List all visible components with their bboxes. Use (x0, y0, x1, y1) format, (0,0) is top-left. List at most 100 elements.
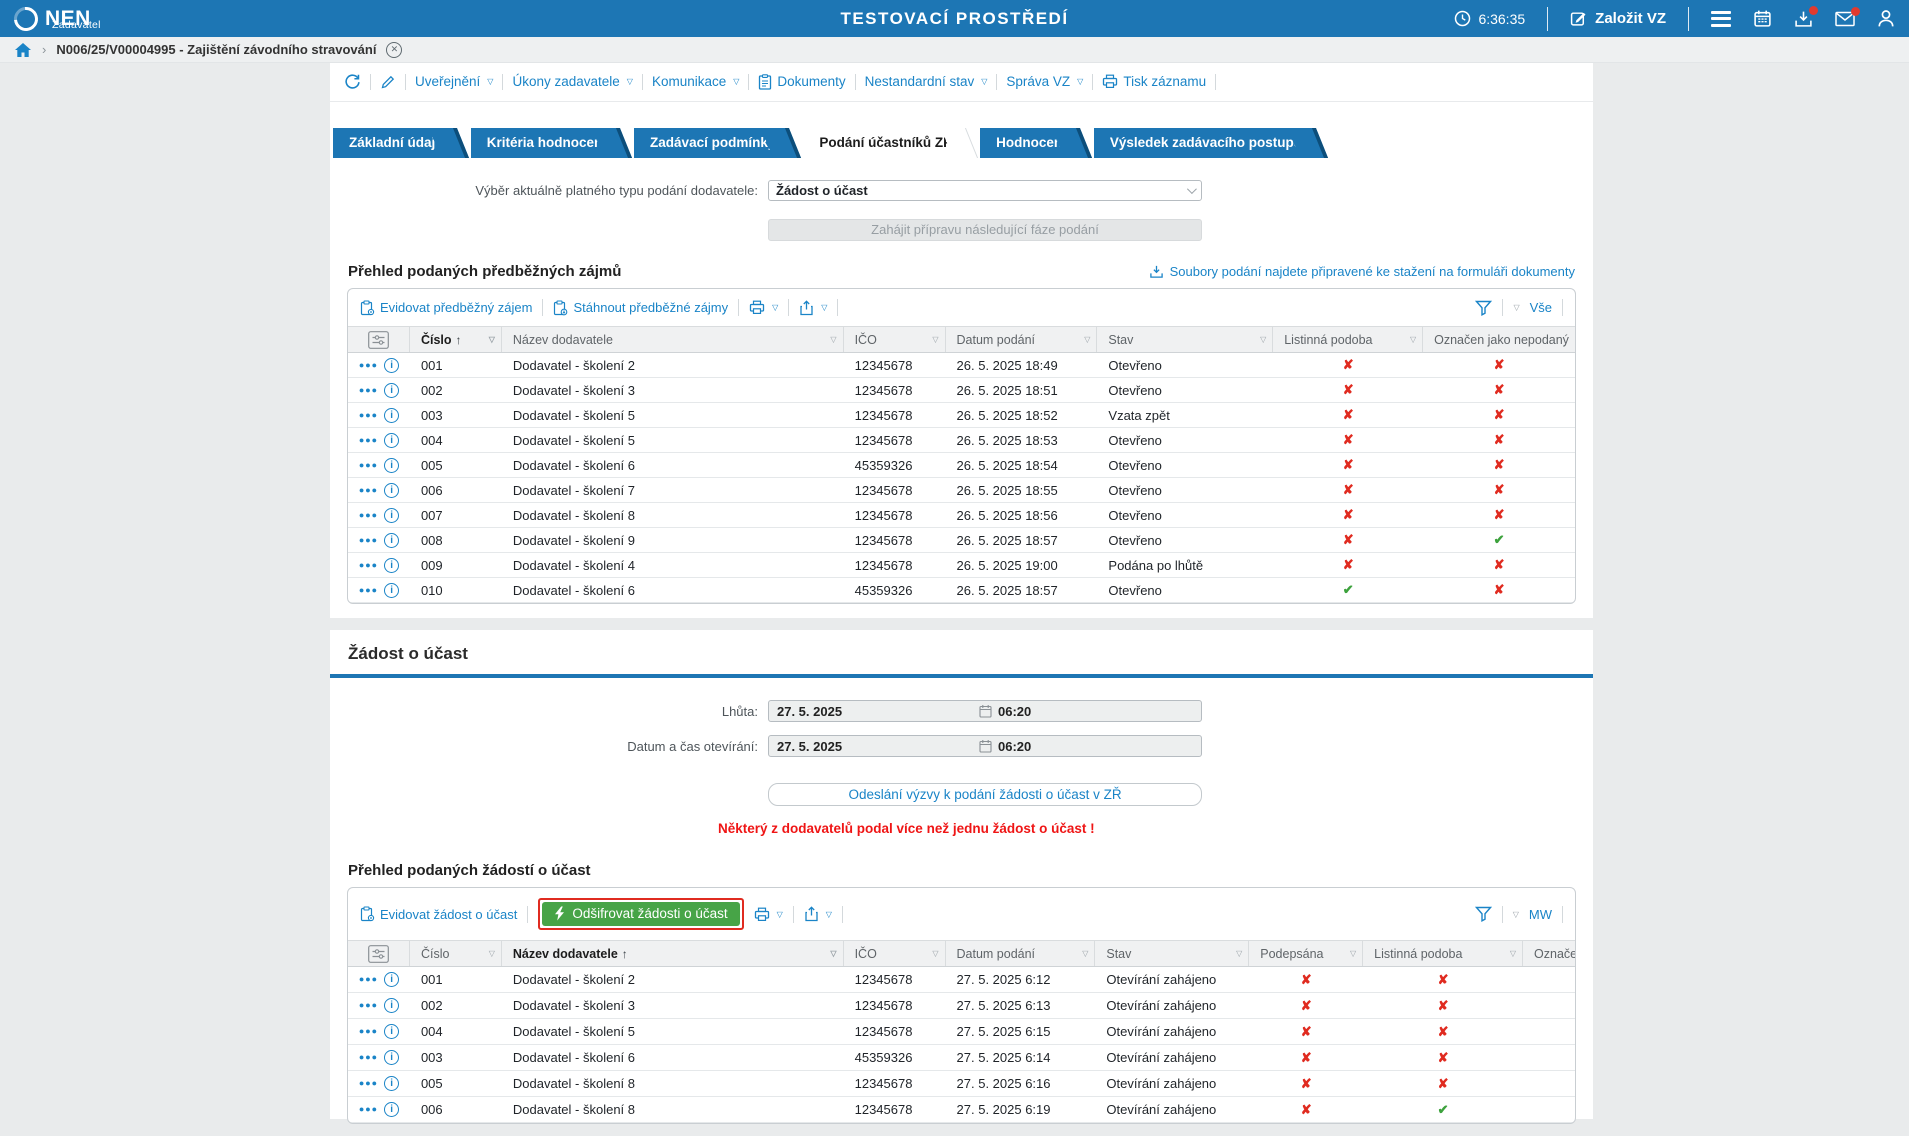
row-menu-icon[interactable]: ●●● (358, 1052, 379, 1062)
export-table-button[interactable]: ▽ (799, 299, 827, 316)
filter-caret-icon[interactable]: ▽ (932, 335, 939, 344)
decrypt-requests-button[interactable]: Odšifrovat žádosti o účast (542, 902, 740, 926)
menu-sprava-vz[interactable]: Správa VZ ▽ (1006, 74, 1084, 89)
messages-button[interactable] (1835, 6, 1860, 27)
evidovat-predbezny-zajem-button[interactable]: Evidovat předběžný zájem (360, 299, 532, 316)
table-row[interactable]: ●●● i 009 Dodavatel - školení 4 12345678… (348, 553, 1575, 578)
filter-caret-icon[interactable]: ▽ (830, 949, 837, 958)
calendar-small-icon[interactable] (979, 704, 992, 718)
table-row[interactable]: ●●● i 010 Dodavatel - školení 6 45359326… (348, 578, 1575, 603)
row-menu-icon[interactable]: ●●● (358, 1078, 379, 1088)
filter-caret-icon[interactable]: ▽ (488, 949, 495, 958)
view-caret-icon[interactable]: ▽ (1512, 909, 1519, 919)
table-row[interactable]: ●●● i 003 Dodavatel - školení 6 45359326… (348, 1045, 1575, 1071)
menu-uverejneni[interactable]: Uveřejnění ▽ (415, 74, 494, 89)
filter-caret-icon[interactable]: ▽ (1082, 949, 1089, 958)
column-settings-button[interactable] (348, 941, 410, 966)
column-header[interactable]: IČO ▽ (844, 941, 946, 966)
files-download-link[interactable]: Soubory podání najdete připravené ke sta… (1149, 264, 1575, 279)
info-icon[interactable]: i (384, 972, 400, 987)
column-header[interactable]: Datum podání ▽ (946, 327, 1098, 352)
info-icon[interactable]: i (384, 432, 400, 448)
table-row[interactable]: ●●● i 008 Dodavatel - školení 9 12345678… (348, 528, 1575, 553)
filter-caret-icon[interactable]: ▽ (1409, 335, 1417, 344)
filter-caret-icon[interactable]: ▽ (830, 335, 837, 344)
home-icon[interactable] (14, 42, 32, 58)
nen-logo[interactable]: NEN Zadavatel (9, 1, 344, 36)
row-menu-icon[interactable]: ●●● (358, 1104, 379, 1114)
table-row[interactable]: ●●● i 004 Dodavatel - školení 5 12345678… (348, 428, 1575, 453)
table-row[interactable]: ●●● i 005 Dodavatel - školení 8 12345678… (348, 1071, 1575, 1097)
opening-date[interactable]: 27. 5. 2025 (777, 738, 843, 754)
table-row[interactable]: ●●● i 001 Dodavatel - školení 2 12345678… (348, 967, 1575, 993)
table-row[interactable]: ●●● i 006 Dodavatel - školení 7 12345678… (348, 478, 1575, 503)
stahnout-predbezne-zajmy-button[interactable]: Stáhnout předběžné zájmy (553, 299, 728, 316)
column-header[interactable]: Název dodavatele ↑ ▽ (502, 941, 844, 966)
column-header[interactable]: Podepsána ▽ (1249, 941, 1364, 966)
row-menu-icon[interactable]: ●●● (358, 1026, 379, 1036)
calendar-button[interactable] (1753, 9, 1772, 28)
row-menu-icon[interactable]: ●●● (358, 559, 379, 570)
opening-field[interactable]: 27. 5. 2025 06:20 (768, 735, 1202, 757)
close-record-icon[interactable]: ✕ (386, 41, 403, 58)
tab[interactable]: Kritéria hodnocení (470, 128, 615, 158)
calendar-small-icon[interactable] (979, 739, 992, 753)
filter-caret-icon[interactable]: ▽ (488, 335, 495, 344)
filter-caret-icon[interactable]: ▽ (1084, 335, 1091, 344)
tab[interactable]: Výsledek zadávacího postupu (1093, 128, 1310, 158)
opening-time[interactable]: 06:20 (998, 738, 1032, 754)
row-menu-icon[interactable]: ●●● (358, 359, 379, 370)
tab[interactable]: Zadávací podmínky (634, 128, 784, 158)
tab[interactable]: Základní údaje (333, 128, 451, 158)
column-header[interactable]: Listinná podoba ▽ (1273, 327, 1424, 352)
info-icon[interactable]: i (384, 1050, 400, 1065)
breadcrumb-record[interactable]: N006/25/V00004995 - Zajištění závodního … (56, 42, 377, 57)
menu-nestandardni-stav[interactable]: Nestandardní stav ▽ (864, 74, 988, 89)
edit-button[interactable] (380, 74, 396, 90)
evidovat-zadost-button[interactable]: Evidovat žádost o účast (360, 906, 517, 922)
filter-caret-icon[interactable]: ▽ (1509, 949, 1517, 958)
deadline-time[interactable]: 06:20 (998, 703, 1032, 719)
create-vz-button[interactable]: Založit VZ (1570, 10, 1666, 27)
profile-button[interactable] (1877, 9, 1895, 28)
table-row[interactable]: ●●● i 002 Dodavatel - školení 3 12345678… (348, 378, 1575, 403)
table-row[interactable]: ●●● i 003 Dodavatel - školení 5 12345678… (348, 403, 1575, 428)
filter-caret-icon[interactable]: ▽ (1260, 335, 1267, 344)
filter-button[interactable] (1474, 906, 1492, 922)
refresh-button[interactable] (344, 73, 361, 90)
row-menu-icon[interactable]: ●●● (358, 534, 379, 545)
column-header[interactable]: Datum podání ▽ (946, 941, 1096, 966)
filter-caret-icon[interactable]: ▽ (932, 949, 939, 958)
print-table-button[interactable]: ▽ (754, 907, 783, 922)
info-icon[interactable]: i (384, 457, 400, 473)
view-caret-icon[interactable]: ▽ (1513, 303, 1520, 312)
info-icon[interactable]: i (384, 357, 400, 373)
deadline-date[interactable]: 27. 5. 2025 (777, 703, 843, 719)
menu-ukony-zadavatele[interactable]: Úkony zadavatele ▽ (512, 74, 633, 89)
table-row[interactable]: ●●● i 002 Dodavatel - školení 3 12345678… (348, 993, 1575, 1019)
row-menu-icon[interactable]: ●●● (358, 434, 379, 445)
submission-type-select[interactable]: Žádost o účast (768, 180, 1202, 201)
filter-caret-icon[interactable]: ▽ (1350, 949, 1357, 958)
table-row[interactable]: ●●● i 007 Dodavatel - školení 8 12345678… (348, 503, 1575, 528)
table-row[interactable]: ●●● i 004 Dodavatel - školení 5 12345678… (348, 1019, 1575, 1045)
menu-button[interactable] (1711, 10, 1731, 27)
menu-komunikace[interactable]: Komunikace ▽ (651, 74, 740, 89)
info-icon[interactable]: i (384, 998, 400, 1013)
row-menu-icon[interactable]: ●●● (358, 974, 379, 984)
export-table-button[interactable]: ▽ (804, 906, 832, 922)
info-icon[interactable]: i (384, 1024, 400, 1039)
info-icon[interactable]: i (384, 1102, 400, 1117)
table-row[interactable]: ●●● i 005 Dodavatel - školení 6 45359326… (348, 453, 1575, 478)
info-icon[interactable]: i (384, 507, 400, 523)
info-icon[interactable]: i (384, 382, 400, 398)
row-menu-icon[interactable]: ●●● (358, 509, 379, 520)
info-icon[interactable]: i (384, 532, 400, 548)
menu-dokumenty[interactable]: Dokumenty (758, 73, 846, 90)
tab[interactable]: Hodnocení (980, 128, 1074, 158)
row-menu-icon[interactable]: ●●● (358, 409, 379, 420)
view-selector[interactable]: Vše (1529, 300, 1552, 315)
view-selector[interactable]: MW (1528, 906, 1552, 922)
info-icon[interactable]: i (384, 582, 400, 598)
info-icon[interactable]: i (384, 407, 400, 423)
